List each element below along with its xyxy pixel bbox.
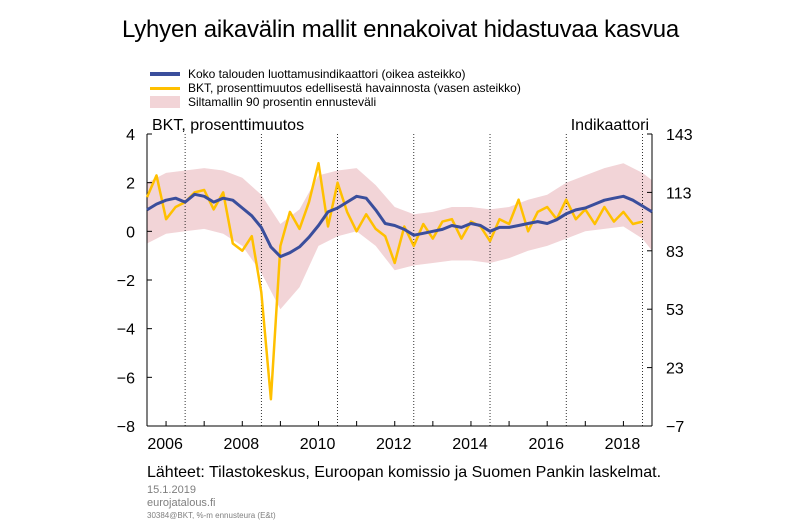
footer-site: eurojatalous.fi	[147, 497, 216, 509]
legend-item-gdp: BKT, prosenttimuutos edellisestä havainn…	[150, 81, 521, 95]
right-tick-label: −7	[666, 419, 684, 436]
right-tick-label: 53	[666, 302, 684, 319]
legend-label-indicator: Koko talouden luottamusindikaattori (oik…	[188, 67, 466, 81]
source-note: Lähteet: Tilastokeskus, Euroopan komissi…	[147, 464, 662, 481]
legend-swatch-gdp	[150, 86, 180, 90]
x-tick-label: 2018	[605, 436, 641, 453]
right-tick-label: 83	[666, 244, 684, 261]
series-line-gdp	[145, 161, 643, 401]
x-tick-label: 2014	[452, 436, 488, 453]
legend-label-gdp: BKT, prosenttimuutos edellisestä havainn…	[188, 81, 521, 95]
right-tick-label: 143	[666, 127, 693, 144]
left-tick-label: −8	[117, 419, 135, 436]
legend-label-band: Siltamallin 90 prosentin ennusteväli	[188, 95, 377, 109]
x-tick-label: 2016	[528, 436, 564, 453]
left-tick-label: 4	[126, 127, 135, 144]
x-tick-label: 2008	[224, 436, 260, 453]
left-tick-label: −4	[117, 322, 135, 339]
right-axis-label: Indikaattori	[570, 117, 649, 134]
left-tick-label: 0	[126, 224, 135, 241]
left-tick-label: −6	[117, 370, 135, 387]
series-line-indicator	[146, 192, 653, 259]
footer-code: 30384@BKT, %-m ennusteura (E&t)	[147, 511, 276, 520]
legend-swatch-band	[150, 96, 180, 108]
left-tick-label: 2	[126, 176, 135, 193]
legend-item-band: Siltamallin 90 prosentin ennusteväli	[150, 95, 376, 109]
right-tick-label: 23	[666, 361, 684, 378]
forecast-band	[147, 163, 652, 310]
x-tick-label: 2006	[147, 436, 183, 453]
left-tick-label: −2	[117, 273, 135, 290]
legend-swatch-indicator	[150, 72, 180, 76]
x-tick-label: 2010	[300, 436, 336, 453]
right-tick-label: 113	[666, 185, 692, 202]
legend-item-indicator: Koko talouden luottamusindikaattori (oik…	[150, 67, 466, 81]
chart-title: Lyhyen aikavälin mallit ennakoivat hidas…	[121, 16, 680, 43]
x-tick-label: 2012	[376, 436, 412, 453]
footer-date: 15.1.2019	[147, 484, 196, 496]
left-axis-label: BKT, prosenttimuutos	[152, 117, 305, 134]
